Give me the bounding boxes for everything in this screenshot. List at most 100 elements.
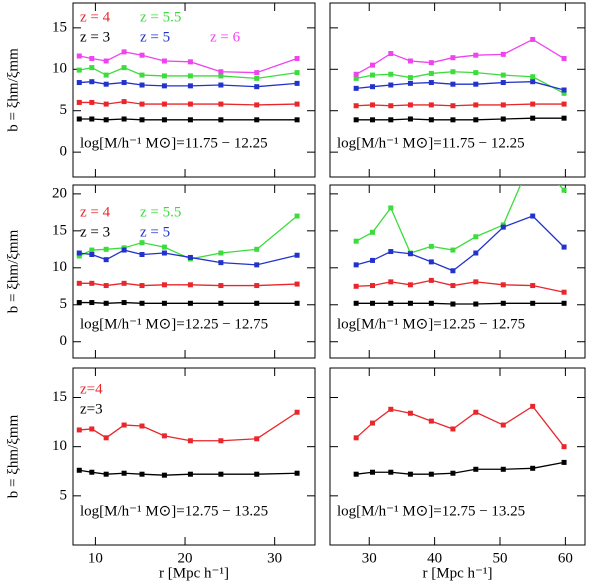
- point: [450, 268, 456, 274]
- point: [139, 82, 145, 88]
- y-axis-label: b = ξhm/ξmm: [5, 229, 21, 313]
- point: [428, 418, 434, 424]
- point: [103, 435, 109, 441]
- point: [450, 69, 456, 75]
- point: [450, 55, 456, 61]
- point: [103, 257, 109, 263]
- point: [473, 70, 479, 76]
- x-axis-label: r [Mpc h⁻¹]: [159, 565, 229, 581]
- point: [121, 300, 127, 306]
- point: [388, 103, 394, 109]
- point: [218, 283, 224, 289]
- point: [561, 244, 567, 250]
- point: [428, 70, 434, 76]
- panel: 0 5 10 15 20 z = 4 z = 5.5 z = 3 z = 5 log[M/h⁻¹ …: [5, 184, 316, 359]
- point: [428, 102, 434, 108]
- point: [370, 229, 375, 235]
- y-tick-label: 5: [60, 102, 68, 118]
- point: [473, 234, 479, 240]
- y-tick-label: 15: [52, 19, 67, 35]
- point: [76, 99, 82, 105]
- y-tick-label: 10: [52, 438, 67, 454]
- point: [218, 250, 224, 256]
- point: [353, 238, 359, 244]
- point: [139, 300, 145, 306]
- legend-label: z = 3: [80, 29, 110, 45]
- point: [187, 59, 193, 65]
- point: [89, 99, 95, 105]
- legend-label: z = 5: [140, 224, 170, 240]
- point: [561, 289, 567, 295]
- plot-area: [76, 49, 300, 123]
- point: [89, 116, 95, 122]
- point: [294, 409, 300, 415]
- point: [121, 422, 127, 428]
- point: [89, 300, 95, 306]
- point: [388, 82, 394, 88]
- point: [161, 282, 167, 288]
- point: [407, 251, 413, 257]
- point: [121, 49, 127, 55]
- point: [370, 257, 375, 263]
- point: [450, 103, 456, 109]
- point: [121, 116, 127, 122]
- x-tick-label: 30: [362, 550, 377, 566]
- series-line: [79, 81, 298, 88]
- point: [370, 62, 375, 68]
- point: [161, 101, 167, 107]
- point: [89, 56, 95, 62]
- point: [103, 101, 109, 107]
- point: [530, 154, 535, 159]
- point: [353, 471, 359, 477]
- point: [218, 471, 224, 477]
- legend-label: z = 3: [80, 224, 110, 240]
- point: [218, 300, 224, 306]
- point: [121, 247, 127, 253]
- y-tick-label: 5: [60, 296, 68, 312]
- point: [388, 279, 394, 285]
- plot-frame: [72, 2, 316, 178]
- plot-frame: [329, 184, 586, 359]
- series-line: [79, 118, 298, 121]
- plot-frame: [329, 367, 586, 546]
- point: [407, 300, 413, 306]
- series-line: [79, 469, 298, 476]
- series-line: [355, 215, 565, 272]
- point: [450, 81, 456, 87]
- legend-label: z = 6: [210, 29, 241, 45]
- point: [473, 279, 479, 285]
- series-line: [79, 51, 298, 74]
- series-line: [78, 215, 298, 260]
- series-line: [356, 71, 565, 94]
- point: [161, 73, 167, 79]
- point: [370, 117, 375, 123]
- point: [500, 102, 506, 108]
- point: [353, 103, 359, 109]
- point: [428, 80, 434, 86]
- point: [103, 117, 109, 123]
- series-line: [356, 461, 565, 475]
- y-tick-label: 0: [60, 333, 68, 349]
- point: [187, 83, 193, 89]
- point: [254, 102, 260, 108]
- point: [187, 438, 193, 444]
- series-line: [79, 66, 298, 80]
- point: [187, 282, 193, 288]
- panel: log[M/h⁻¹ M⊙]=11.75 − 12.25: [329, 2, 586, 178]
- x-axis-label: r [Mpc h⁻¹]: [423, 565, 493, 581]
- series-line: [356, 117, 565, 121]
- x-tick-label: 60: [558, 550, 573, 566]
- point: [561, 459, 567, 465]
- point: [500, 300, 506, 306]
- point: [473, 301, 479, 307]
- point: [254, 262, 260, 268]
- point: [103, 81, 109, 87]
- point: [473, 409, 479, 415]
- point: [103, 283, 109, 289]
- point: [89, 469, 95, 475]
- annotation: log[M/h⁻¹ M⊙]=12.75 − 13.25: [80, 503, 268, 519]
- series-line: [355, 405, 565, 448]
- point: [388, 205, 394, 211]
- point: [89, 280, 95, 286]
- point: [407, 471, 413, 477]
